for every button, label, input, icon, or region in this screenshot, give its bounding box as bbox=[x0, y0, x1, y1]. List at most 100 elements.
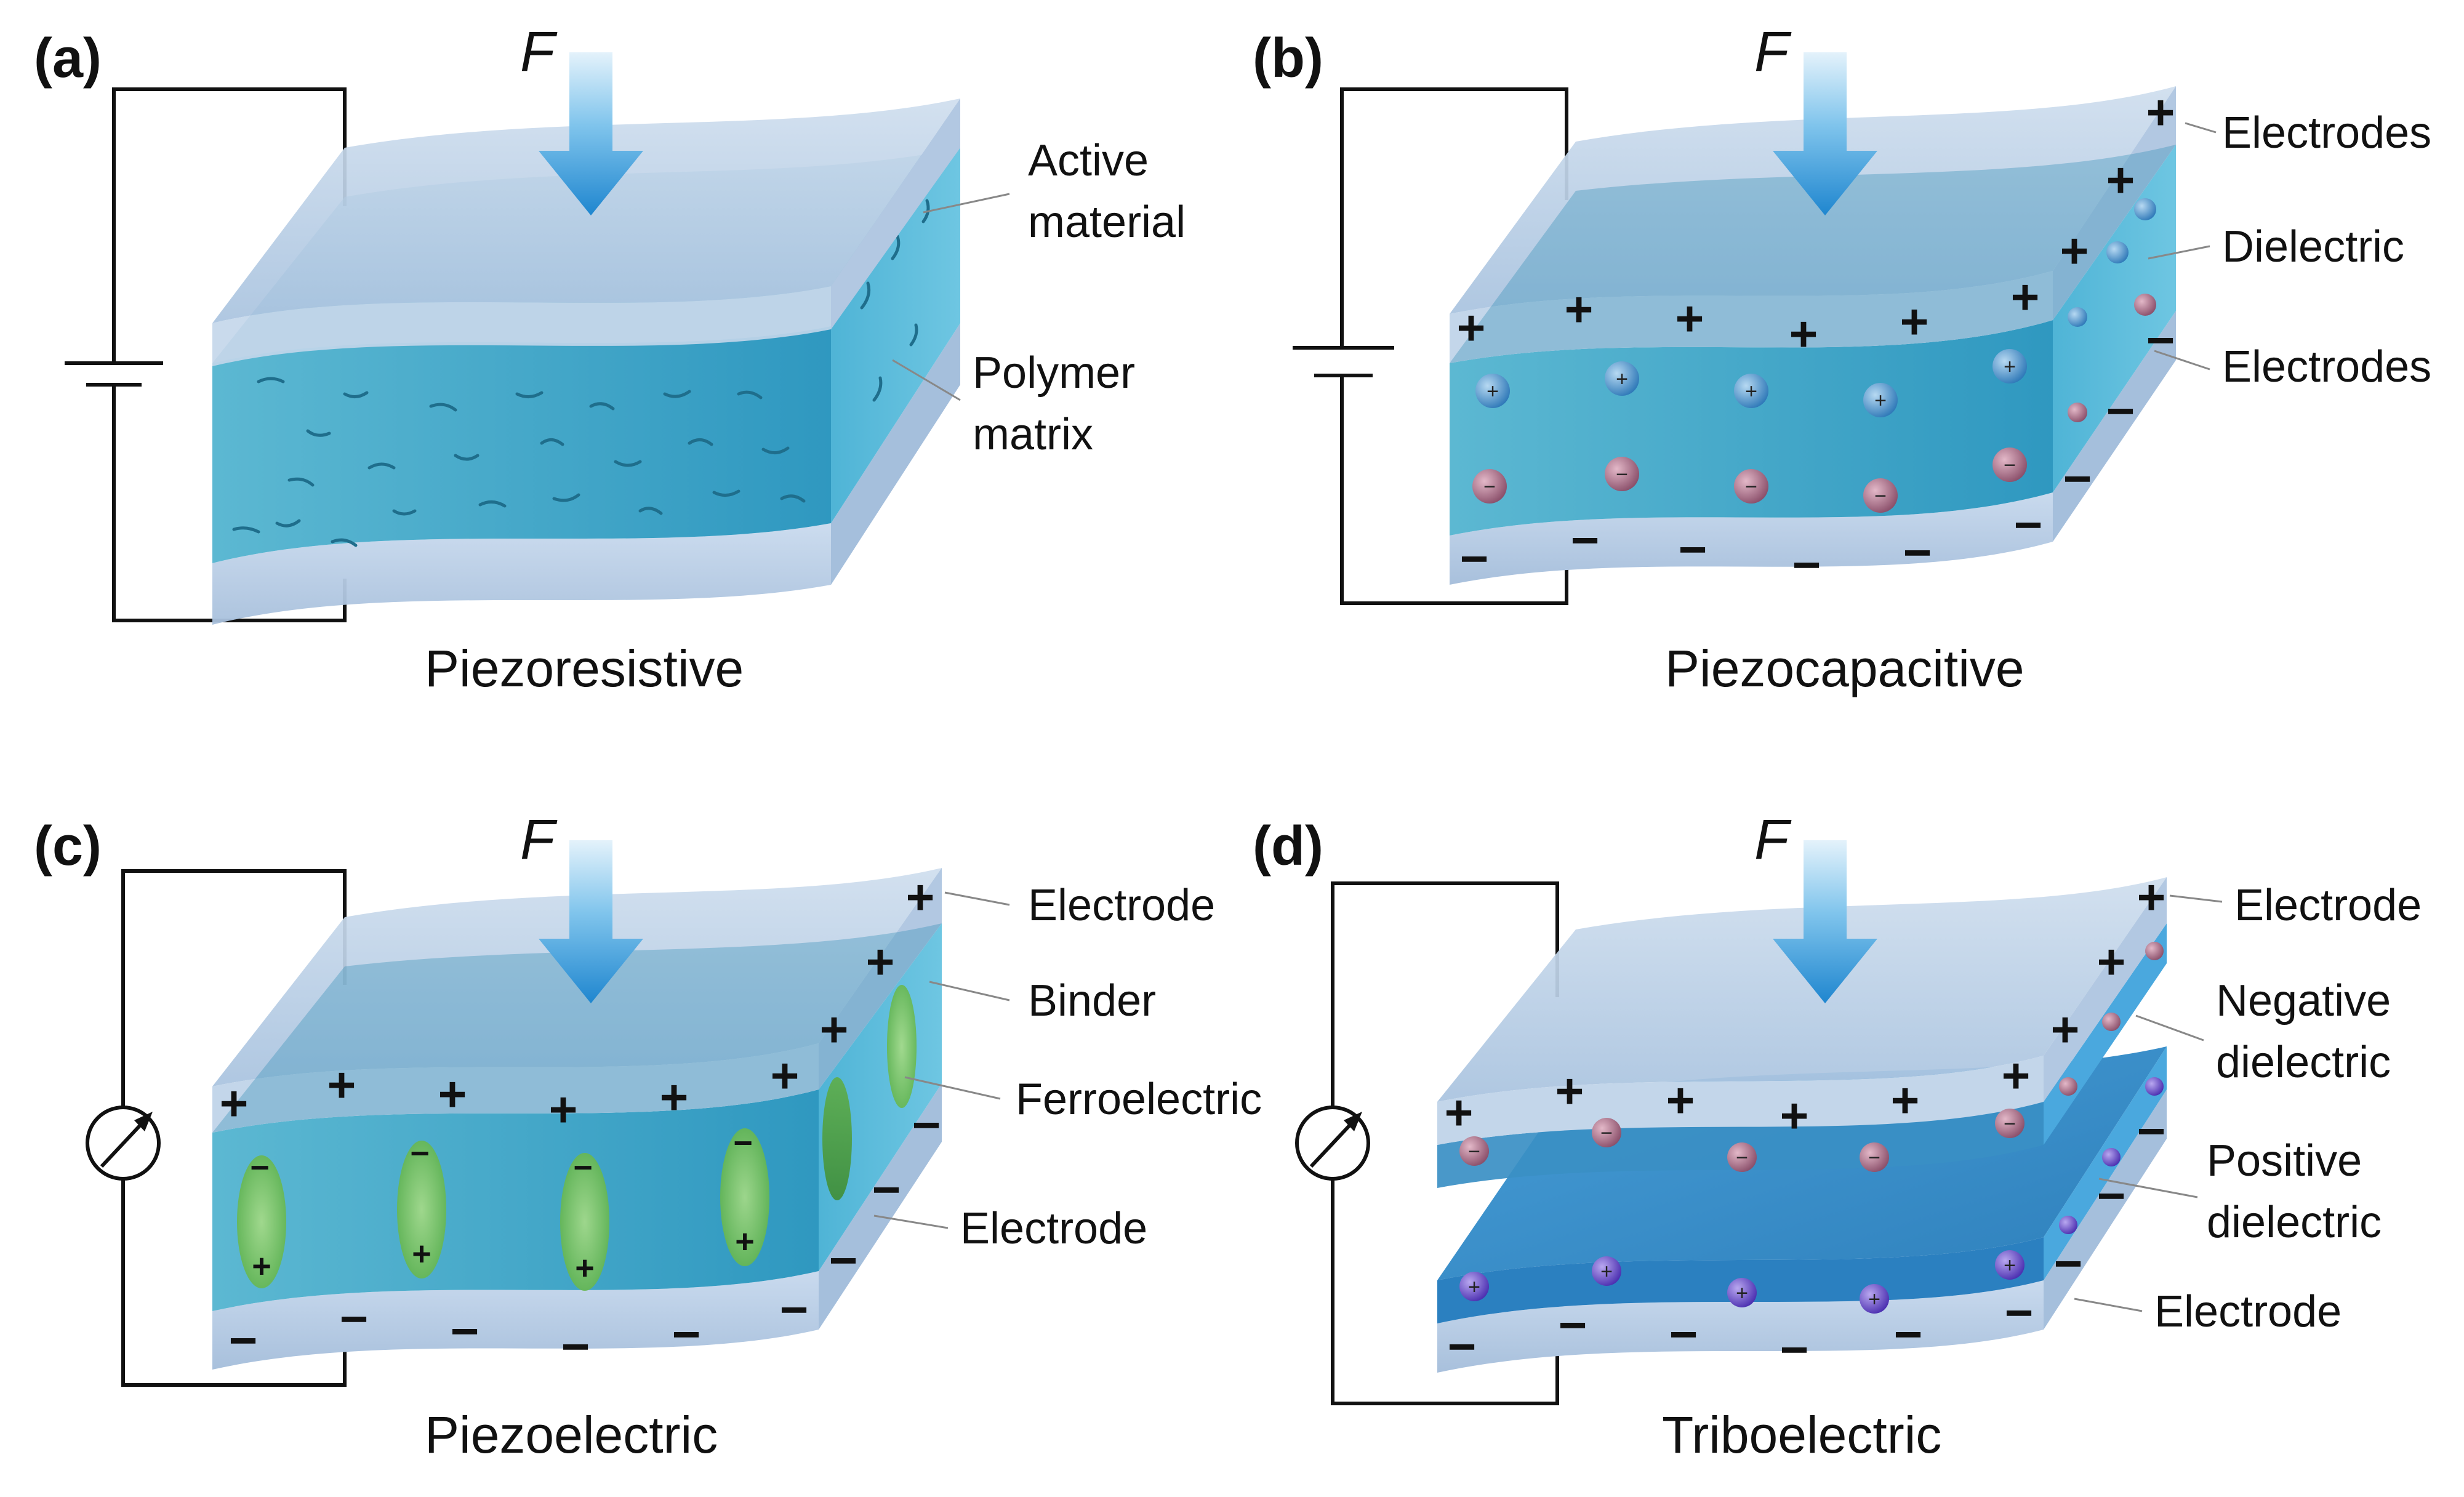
panel-b: + + + + + − − − − − + + + + + + + + + − … bbox=[1293, 20, 2431, 697]
annotation-electrode-top: Electrode bbox=[1028, 881, 1215, 930]
negative-charge: − bbox=[1472, 469, 1507, 504]
positive-charge: + bbox=[1992, 349, 2027, 383]
positive-charge: + bbox=[1605, 361, 1639, 396]
caption-a: Piezoresistive bbox=[425, 640, 744, 697]
negative-charge: − bbox=[1592, 1118, 1621, 1147]
svg-text:−: − bbox=[733, 1125, 753, 1162]
svg-text:−: − bbox=[2097, 1168, 2126, 1223]
force-label-d: F bbox=[1754, 808, 1792, 871]
positive-charge: + bbox=[1995, 1250, 2025, 1280]
svg-text:−: − bbox=[2137, 1104, 2166, 1158]
annotation-negative: Negative bbox=[2216, 976, 2391, 1025]
svg-text:+: + bbox=[2011, 270, 2040, 324]
svg-text:−: − bbox=[829, 1233, 858, 1288]
svg-text:+: + bbox=[1874, 389, 1887, 412]
ferroelectric-dipole: − + bbox=[237, 1149, 286, 1288]
svg-text:−: − bbox=[1448, 1319, 1477, 1374]
force-arrow-c bbox=[539, 840, 643, 1003]
svg-text:+: + bbox=[412, 1235, 431, 1272]
leader-lines-d bbox=[2074, 894, 2223, 1312]
leader-lines-c bbox=[873, 891, 1010, 1229]
svg-text:+: + bbox=[735, 1223, 755, 1260]
svg-text:+: + bbox=[220, 1076, 249, 1131]
binder-layer-c bbox=[212, 1090, 819, 1311]
svg-text:−: − bbox=[2054, 1236, 2083, 1291]
svg-text:+: + bbox=[1445, 1085, 1474, 1140]
svg-text:−: − bbox=[2063, 451, 2092, 506]
positive-charge: + bbox=[1475, 374, 1510, 408]
panel-label-d: (d) bbox=[1253, 816, 1323, 877]
svg-text:+: + bbox=[1780, 1088, 1809, 1143]
svg-text:+: + bbox=[2004, 1254, 2016, 1277]
panel-a: F Active material Polymer matrix Piezore… bbox=[65, 20, 1186, 697]
svg-text:−: − bbox=[2005, 1285, 2034, 1340]
negative-charge: − bbox=[1734, 469, 1768, 504]
svg-text:−: − bbox=[1894, 1307, 1923, 1362]
ferroelectric-dipole: − + bbox=[560, 1149, 609, 1291]
svg-text:+: + bbox=[1565, 282, 1594, 337]
force-label-b: F bbox=[1754, 20, 1792, 83]
svg-text:+: + bbox=[866, 934, 895, 989]
svg-text:−: − bbox=[872, 1162, 901, 1217]
panel-label-b: (b) bbox=[1253, 28, 1323, 89]
negative-charge: − bbox=[1605, 457, 1639, 491]
svg-text:−: − bbox=[1559, 1298, 1587, 1352]
svg-text:+: + bbox=[660, 1070, 689, 1125]
electrode-signs-d: + + + + + + + + + − − − − − − − − − bbox=[1445, 870, 2166, 1377]
negative-charge: − bbox=[1863, 478, 1898, 513]
svg-text:−: − bbox=[1669, 1307, 1698, 1362]
svg-text:−: − bbox=[250, 1149, 270, 1186]
svg-text:−: − bbox=[2106, 383, 2135, 438]
svg-text:+: + bbox=[2106, 153, 2135, 207]
svg-text:−: − bbox=[1792, 537, 1821, 592]
svg-text:+: + bbox=[1666, 1073, 1695, 1128]
svg-text:−: − bbox=[1468, 1140, 1480, 1163]
svg-text:+: + bbox=[327, 1058, 356, 1112]
svg-text:+: + bbox=[1736, 1282, 1748, 1305]
panel-c: − + − + − + − + + + + bbox=[86, 808, 1262, 1464]
bottom-electrode-c bbox=[212, 1271, 819, 1370]
svg-text:−: − bbox=[2146, 313, 2175, 367]
ferroelectric-particles-c: − + − + − + − + bbox=[237, 985, 917, 1291]
positive-charge: + bbox=[1734, 374, 1768, 408]
force-arrow-b bbox=[1773, 52, 1877, 215]
leader-lines-b bbox=[2148, 122, 2217, 371]
svg-text:+: + bbox=[575, 1250, 595, 1286]
force-arrow-a bbox=[539, 52, 643, 215]
svg-text:−: − bbox=[912, 1098, 941, 1152]
battery-icon-a bbox=[65, 361, 163, 387]
svg-text:+: + bbox=[438, 1067, 467, 1122]
annotation-positive: Positive bbox=[2207, 1136, 2362, 1186]
svg-text:+: + bbox=[2146, 85, 2175, 140]
annotation-material: material bbox=[1028, 198, 1186, 247]
svg-text:−: − bbox=[1780, 1322, 1809, 1377]
svg-text:−: − bbox=[2004, 1112, 2016, 1136]
svg-text:+: + bbox=[771, 1048, 800, 1103]
svg-text:−: − bbox=[410, 1135, 430, 1172]
svg-text:+: + bbox=[1616, 367, 1628, 391]
leader-lines-a bbox=[892, 193, 1010, 401]
circuit-wire-b bbox=[1340, 87, 1568, 605]
svg-text:+: + bbox=[549, 1082, 578, 1137]
active-layer-a bbox=[212, 326, 831, 563]
dielectric-charges-b: + + + + + − − − − − bbox=[1472, 198, 2156, 513]
annotation-electrodes-top: Electrodes bbox=[2222, 108, 2431, 158]
side-charge bbox=[2068, 198, 2156, 422]
bottom-electrode-d bbox=[1437, 1280, 2044, 1373]
svg-text:−: − bbox=[1874, 484, 1887, 508]
bottom-layer-a bbox=[212, 523, 831, 625]
svg-text:−: − bbox=[1483, 475, 1496, 499]
caption-d: Triboelectric bbox=[1662, 1406, 1941, 1464]
svg-text:+: + bbox=[1600, 1260, 1613, 1283]
negative-charge: − bbox=[1459, 1136, 1489, 1166]
svg-text:−: − bbox=[1868, 1146, 1880, 1170]
svg-text:+: + bbox=[1745, 380, 1757, 403]
negative-charge: − bbox=[1727, 1142, 1757, 1172]
svg-text:+: + bbox=[2097, 934, 2126, 989]
annotation-ferroelectric: Ferroelectric bbox=[1016, 1075, 1262, 1124]
svg-text:−: − bbox=[1616, 463, 1628, 486]
caption-c: Piezoelectric bbox=[425, 1406, 718, 1464]
svg-text:−: − bbox=[229, 1313, 258, 1368]
svg-text:−: − bbox=[573, 1149, 593, 1186]
